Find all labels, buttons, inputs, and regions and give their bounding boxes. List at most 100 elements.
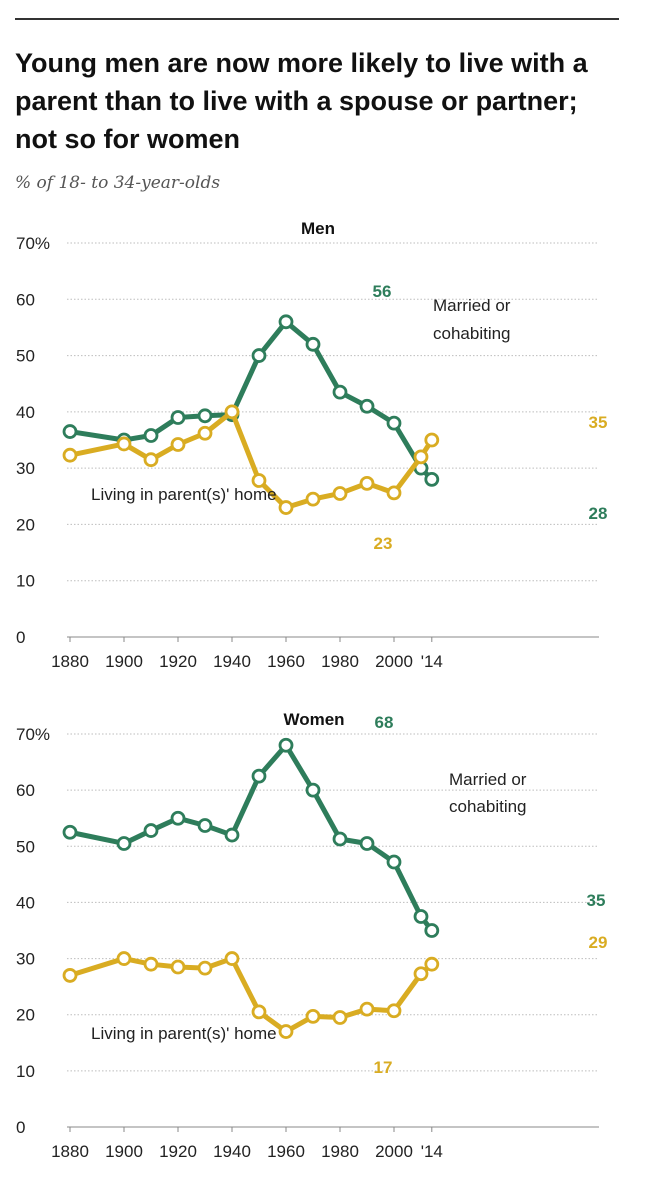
y-tick-label: 30 xyxy=(16,459,35,478)
x-tick-label: 1980 xyxy=(321,1142,359,1161)
data-label: 29 xyxy=(589,933,608,952)
y-tick-label: 10 xyxy=(16,1062,35,1081)
data-point xyxy=(359,475,375,491)
living-with-parents-label: Living in parent(s)' home xyxy=(91,485,277,504)
x-tick-label: 1960 xyxy=(267,1142,305,1161)
x-tick-label: 1920 xyxy=(159,652,197,671)
data-point xyxy=(305,336,321,352)
x-tick-label: 1880 xyxy=(51,652,89,671)
data-point xyxy=(62,824,78,840)
data-point xyxy=(62,968,78,983)
data-point xyxy=(386,854,402,870)
data-label: 35 xyxy=(587,891,606,910)
living-with-parents-line xyxy=(67,956,435,1035)
x-tick-label: '14 xyxy=(421,652,443,671)
data-label: 17 xyxy=(374,1058,393,1077)
y-tick-label: 50 xyxy=(16,837,35,856)
data-point xyxy=(305,782,321,798)
data-point xyxy=(116,436,132,452)
data-point xyxy=(386,485,402,501)
data-point xyxy=(278,1024,294,1039)
y-tick-label: 40 xyxy=(16,403,35,422)
data-point xyxy=(170,410,186,425)
data-label: 35 xyxy=(589,413,608,432)
data-point xyxy=(332,486,348,501)
data-point xyxy=(224,827,240,843)
x-tick-label: 1920 xyxy=(159,1142,197,1161)
data-point xyxy=(424,956,440,972)
x-tick-label: 1940 xyxy=(213,652,251,671)
data-point xyxy=(359,398,375,414)
data-point xyxy=(424,471,440,487)
data-point xyxy=(197,818,213,833)
data-point xyxy=(170,959,186,975)
data-point xyxy=(278,737,294,753)
chart-subtitle: % of 18- to 34-year-olds xyxy=(15,173,221,193)
y-tick-label: 0 xyxy=(16,1118,25,1137)
data-point xyxy=(143,823,159,838)
married-cohabiting-label: Married or xyxy=(433,296,511,315)
data-label: 68 xyxy=(375,713,394,732)
data-point xyxy=(116,836,132,851)
women-panel-title: Women xyxy=(283,710,344,729)
data-point xyxy=(197,408,213,424)
top-rule xyxy=(15,18,619,20)
data-point xyxy=(413,449,429,465)
data-point xyxy=(62,424,78,439)
y-tick-label: 20 xyxy=(16,515,35,534)
data-point xyxy=(359,1001,375,1017)
data-point xyxy=(278,500,294,515)
data-point xyxy=(224,951,240,966)
married-cohabiting-label: Married or xyxy=(449,770,527,789)
x-tick-label: 1900 xyxy=(105,652,143,671)
data-point xyxy=(197,960,213,976)
data-point xyxy=(197,425,213,441)
data-point xyxy=(251,768,267,784)
y-tick-label: 60 xyxy=(16,781,35,800)
data-point xyxy=(224,404,240,420)
x-tick-label: 1940 xyxy=(213,1142,251,1161)
data-point xyxy=(251,473,267,488)
data-point xyxy=(278,314,294,330)
chart-title: Young men are now more likely to live wi… xyxy=(15,48,588,154)
data-point xyxy=(62,447,78,463)
x-tick-label: '14 xyxy=(421,1142,443,1161)
y-tick-label: 70% xyxy=(16,234,50,253)
y-tick-label: 70% xyxy=(16,725,50,744)
x-tick-label: 2000 xyxy=(375,1142,413,1161)
married-cohabiting-label: cohabiting xyxy=(449,797,527,816)
data-point xyxy=(305,491,321,507)
data-point xyxy=(332,1010,348,1025)
men-panel: Men 70% 60 50 40 30 20 10 0 1880 1900 1920 1940 1960 1… xyxy=(16,219,607,671)
y-tick-label: 30 xyxy=(16,950,35,969)
data-point xyxy=(170,810,186,826)
data-label: 56 xyxy=(373,282,392,301)
data-point xyxy=(386,415,402,431)
data-point xyxy=(359,836,375,851)
y-tick-label: 0 xyxy=(16,628,25,647)
data-point xyxy=(251,348,267,363)
data-point xyxy=(143,956,159,972)
x-tick-label: 1880 xyxy=(51,1142,89,1161)
men-panel-title: Men xyxy=(301,219,335,238)
data-point xyxy=(143,428,159,443)
y-tick-label: 50 xyxy=(16,347,35,366)
data-point xyxy=(116,951,132,966)
data-label: 28 xyxy=(589,504,608,523)
y-tick-label: 10 xyxy=(16,572,35,591)
x-tick-label: 2000 xyxy=(375,652,413,671)
data-label: 23 xyxy=(374,534,393,553)
women-panel: Women 70% 60 50 40 30 20 10 0 1880 1900 1920 1940 196… xyxy=(16,710,607,1161)
data-point xyxy=(143,452,159,468)
living-with-parents-label: Living in parent(s)' home xyxy=(91,1024,277,1043)
x-tick-label: 1900 xyxy=(105,1142,143,1161)
y-tick-label: 60 xyxy=(16,290,35,309)
data-point xyxy=(413,966,429,982)
data-point xyxy=(332,831,348,847)
data-point xyxy=(251,1004,267,1020)
married-cohabiting-label: cohabiting xyxy=(433,324,511,343)
y-tick-label: 20 xyxy=(16,1006,35,1025)
y-tick-label: 40 xyxy=(16,893,35,912)
data-point xyxy=(386,1003,402,1019)
